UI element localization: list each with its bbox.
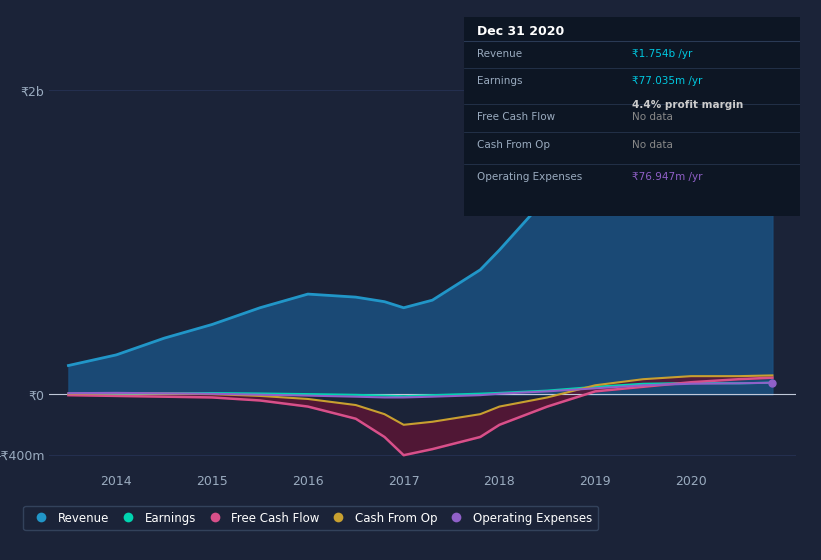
- Text: ₹76.947m /yr: ₹76.947m /yr: [632, 172, 703, 182]
- Text: ₹77.035m /yr: ₹77.035m /yr: [632, 77, 703, 86]
- Text: No data: No data: [632, 140, 673, 150]
- Text: Free Cash Flow: Free Cash Flow: [477, 112, 556, 122]
- Text: Dec 31 2020: Dec 31 2020: [477, 25, 565, 38]
- Text: 4.4% profit margin: 4.4% profit margin: [632, 100, 744, 110]
- Text: Earnings: Earnings: [477, 77, 523, 86]
- Text: No data: No data: [632, 112, 673, 122]
- Text: Cash From Op: Cash From Op: [477, 140, 550, 150]
- Text: Operating Expenses: Operating Expenses: [477, 172, 583, 182]
- Text: ₹1.754b /yr: ₹1.754b /yr: [632, 49, 693, 59]
- Legend: Revenue, Earnings, Free Cash Flow, Cash From Op, Operating Expenses: Revenue, Earnings, Free Cash Flow, Cash …: [24, 506, 598, 530]
- Text: Revenue: Revenue: [477, 49, 522, 59]
